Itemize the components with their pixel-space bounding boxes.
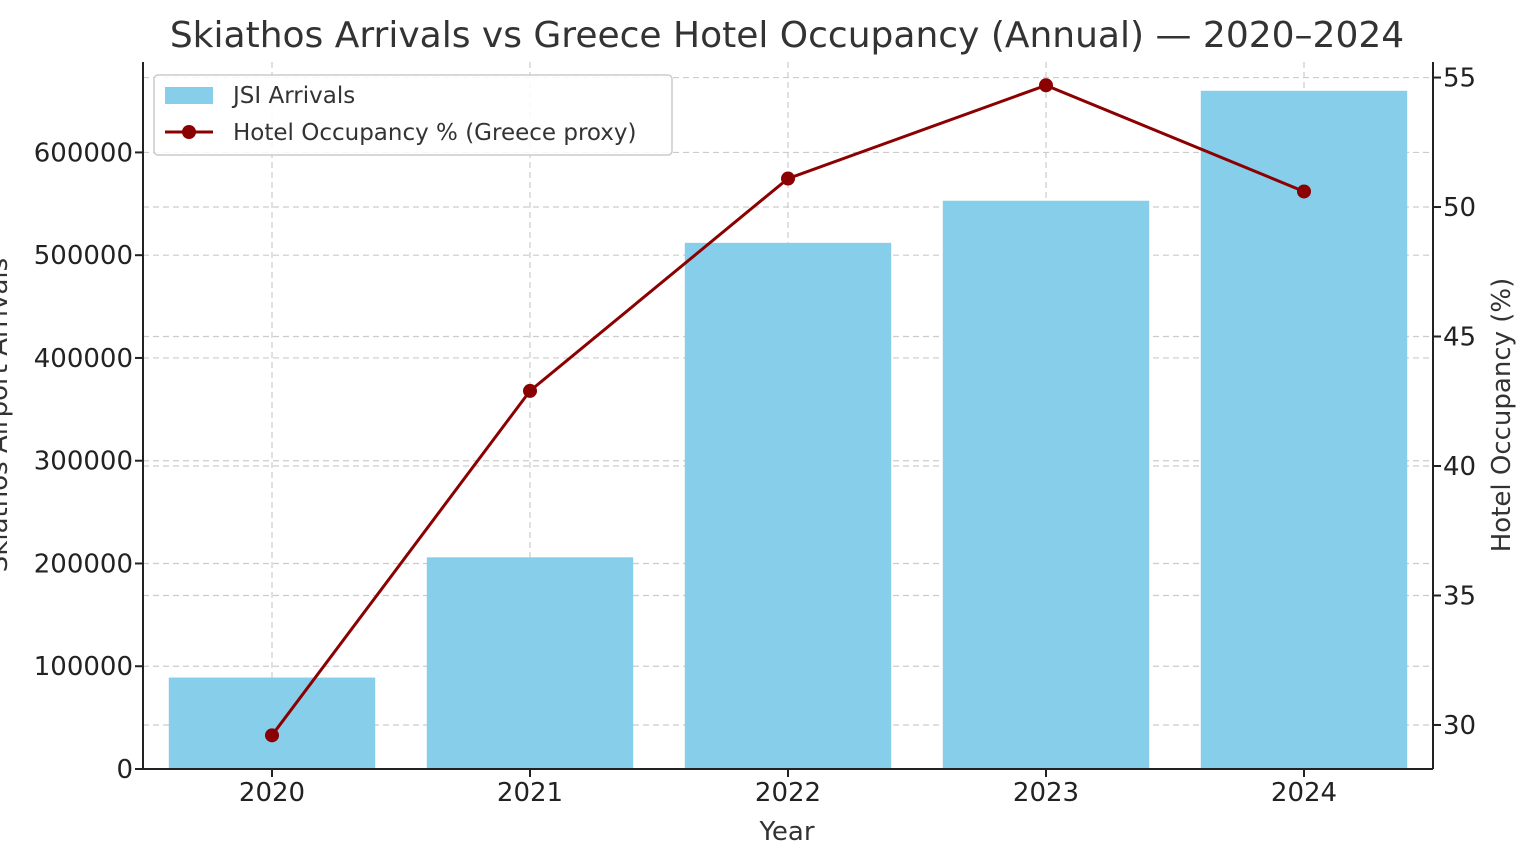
chart-title: Skiathos Arrivals vs Greece Hotel Occupa… — [170, 15, 1404, 56]
y-tick-label: 100000 — [34, 652, 133, 682]
y-tick-label: 400000 — [34, 344, 133, 374]
y-axis-label: Skiathos Airport Arrivals — [0, 258, 14, 572]
bar — [684, 242, 892, 769]
y-tick-label: 300000 — [34, 447, 133, 477]
y-tick-label: 200000 — [34, 549, 133, 579]
series-point — [781, 171, 795, 186]
y2-tick-label: 40 — [1443, 452, 1476, 482]
y2-axis-label: Hotel Occupancy (%) — [1487, 278, 1517, 553]
series-point — [523, 383, 537, 398]
series-point — [1039, 78, 1053, 93]
y-tick-label: 500000 — [34, 241, 133, 271]
legend-swatch-marker — [182, 125, 196, 139]
legend: JSI Arrivals Hotel Occupancy % (Greece p… — [153, 74, 673, 156]
x-tick-label: 2023 — [1013, 778, 1079, 808]
legend-label-occupancy: Hotel Occupancy % (Greece proxy) — [233, 120, 636, 146]
legend-swatch-bar — [165, 87, 213, 104]
x-tick-label: 2022 — [755, 778, 821, 808]
bar — [942, 200, 1150, 769]
y2-tick-label: 55 — [1443, 64, 1476, 94]
series-point — [1297, 184, 1311, 199]
y-tick-label: 600000 — [34, 138, 133, 168]
series-point — [265, 728, 279, 743]
x-tick-label: 2024 — [1271, 778, 1337, 808]
x-tick-label: 2020 — [239, 778, 305, 808]
y2-tick-label: 45 — [1443, 323, 1476, 353]
legend-box — [153, 74, 673, 156]
x-axis-label: Year — [758, 817, 814, 847]
y-tick-label: 0 — [116, 755, 133, 785]
legend-label-arrivals: JSI Arrivals — [231, 83, 355, 109]
y2-tick-label: 50 — [1443, 193, 1476, 223]
bars-layer — [168, 90, 1408, 769]
line-layer — [265, 78, 1311, 743]
bar — [168, 677, 376, 769]
y2-tick-label: 35 — [1443, 581, 1476, 611]
ticks-layer: 0 100000 200000 300000 400000 500000 600000 30 3… — [34, 64, 1476, 808]
x-tick-label: 2021 — [497, 778, 563, 808]
bar — [1200, 90, 1408, 769]
bar — [426, 557, 634, 769]
y2-tick-label: 30 — [1443, 711, 1476, 741]
